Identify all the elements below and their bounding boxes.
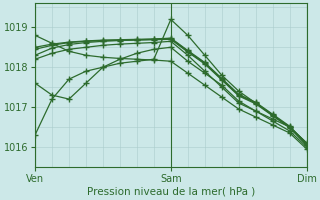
X-axis label: Pression niveau de la mer( hPa ): Pression niveau de la mer( hPa ) bbox=[87, 187, 255, 197]
